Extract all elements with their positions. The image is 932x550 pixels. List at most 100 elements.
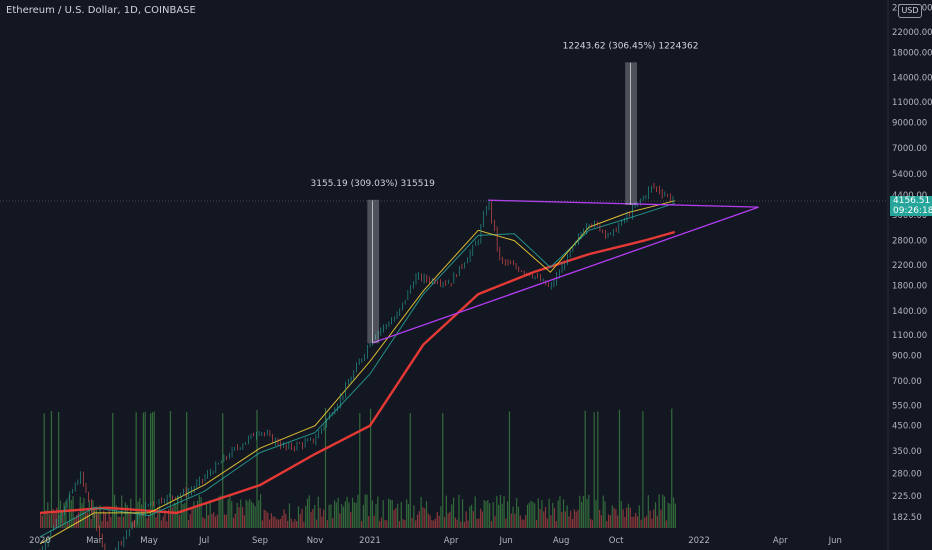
volume-bar [256,409,258,528]
volume-bar [618,409,621,528]
volume-bar [600,515,603,528]
volume-bar [380,517,383,528]
y-tick-label: 280.00 [892,470,922,480]
volume-bar [492,502,494,528]
volume-bar [299,514,301,528]
y-tick-label: 700.00 [892,377,922,387]
volume-bar [508,411,511,528]
volume-bar [142,412,144,528]
volume-bar [341,504,343,528]
volume-bar [52,509,54,528]
volume-bar [353,502,355,528]
volume-bar [245,499,247,528]
volume-bar [164,509,166,528]
x-tick-label: Jun [828,536,842,546]
volume-bar [550,515,552,528]
volume-bar [570,510,572,528]
x-tick-label: 2022 [688,536,710,546]
volume-bar [146,518,148,528]
volume-bar [535,519,538,528]
volume-bar [633,516,635,528]
x-tick-label: Mar [86,536,103,546]
volume-bar [411,517,413,528]
x-tick-label: 2020 [29,536,51,546]
volume-bar [216,514,218,528]
volume-bar [86,512,89,528]
volume-bar [357,494,359,528]
volume-bar [425,501,428,528]
currency-badge[interactable]: USD [898,4,922,18]
volume-bar [234,513,236,528]
y-tick-label: 1100.00 [892,331,927,341]
x-tick-label: Oct [609,536,624,546]
volume-bar [337,497,339,528]
ma-line [39,202,675,538]
volume-bar [171,507,173,528]
y-tick-label: 9000.00 [892,118,927,128]
volume-bar [49,514,51,528]
volume-bar [654,502,657,528]
volume-bar [193,501,195,528]
volume-bar [626,507,628,528]
volume-bar [519,515,521,528]
x-tick-label: Jun [499,536,513,546]
volume-bar [516,498,518,528]
volume-bar [566,505,568,528]
volume-bar [115,505,117,528]
volume-bar [568,516,570,528]
volume-bar [624,516,626,528]
volume-bar [532,501,534,528]
volume-bar [191,508,193,528]
volume-bar [517,506,520,528]
volume-bar [70,500,72,528]
price-axis[interactable]: 28000.0022000.0018000.0014000.0011000.00… [892,4,932,523]
volume-bar [108,508,110,528]
volume-bar [294,519,296,528]
volume-bar [586,499,588,528]
volume-bar [79,496,81,528]
volume-bar [95,506,98,528]
volume-bar [151,412,154,528]
volume-bar [472,511,474,528]
volume-bar [350,512,352,528]
volume-bar [440,506,442,528]
volume-bar [660,509,662,528]
volume-bar [292,521,294,528]
volume-bar [615,509,617,528]
trendlines [372,199,759,344]
volume-bar [99,505,101,528]
volume-bar [669,503,671,528]
volume-bar [220,495,222,528]
volume-bar [366,494,368,528]
volume-bar [602,495,604,528]
time-axis[interactable]: 2020 Mar May Jul Sep Nov 2021 Apr Jun Aug Oct 2022 A… [29,536,842,546]
volume-bar [209,500,211,528]
volume-bar [481,511,484,528]
volume-bar [575,511,577,528]
bar-countdown: 09:26:18 [893,206,932,216]
volume-bar [433,520,435,528]
volume-bar [539,508,541,528]
volume-bar [483,499,485,528]
volume-bar [45,510,47,528]
volume-bar [223,514,226,528]
y-tick-label: 900.00 [892,352,922,362]
volume-bar [59,500,62,528]
volume-bar [422,507,424,528]
volume-bar [393,509,395,528]
volume-bar [110,516,112,528]
volume-bar [250,501,253,528]
volume-bar [324,408,327,528]
volume-bar [47,502,49,528]
volume-bar [160,520,163,528]
volume-bar [128,512,130,528]
volume-bar [297,506,300,528]
volume-bar [377,496,379,528]
volume-bar [364,494,366,528]
volume-bar [456,519,458,528]
volume-bar [510,513,512,528]
volume-bar [429,515,431,528]
volume-bar [326,520,328,528]
volume-bar [443,517,446,528]
